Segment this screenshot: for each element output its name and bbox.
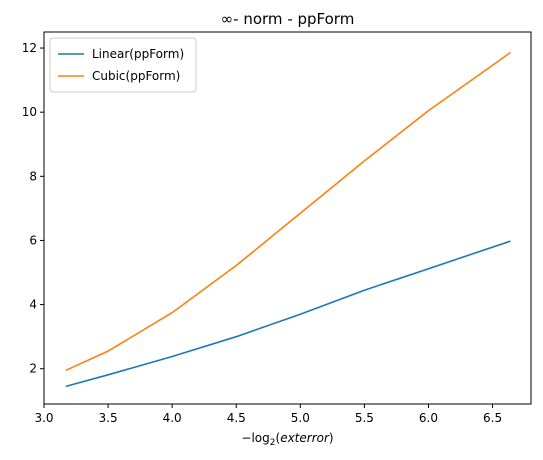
legend-label: Linear(ppForm) [92, 47, 184, 61]
x-tick-label: 6.5 [483, 411, 502, 425]
x-tick-label: 5.0 [291, 411, 310, 425]
y-tick-label: 8 [29, 169, 37, 183]
legend: Linear(ppForm) Cubic(ppForm) [49, 37, 197, 93]
x-axis: 3.0 3.5 4.0 4.5 5.0 5.5 6.0 6.5 [34, 404, 502, 425]
x-axis-label: −log2(exterror) [241, 431, 333, 448]
plot-area [65, 51, 511, 388]
y-tick-label: 10 [22, 105, 37, 119]
x-tick-label: 6.0 [419, 411, 438, 425]
y-tick-label: 6 [29, 233, 37, 247]
y-tick-label: 12 [22, 41, 37, 55]
x-tick-label: 4.0 [163, 411, 182, 425]
y-tick-label: 2 [29, 362, 37, 376]
x-tick-label: 5.5 [355, 411, 374, 425]
x-tick-label: 3.5 [99, 411, 118, 425]
x-tick-label: 4.5 [227, 411, 246, 425]
x-axis-label-subscript: 2 [270, 438, 276, 448]
axes-frame [43, 31, 532, 405]
series-line-1 [65, 240, 511, 388]
legend-label: Cubic(ppForm) [92, 69, 180, 83]
x-axis-label-open-paren: ( [276, 431, 281, 445]
x-axis-label-close-paren: ) [329, 431, 334, 445]
x-tick-label: 3.0 [34, 411, 53, 425]
series-line-2 [65, 51, 511, 372]
x-axis-label-prefix: −log [241, 431, 269, 445]
chart-title: ∞- norm - ppForm [221, 10, 355, 28]
legend-box [49, 37, 197, 93]
y-axis: 2 4 6 8 10 12 [22, 41, 44, 376]
x-axis-label-argument: exterror [280, 431, 330, 445]
y-tick-label: 4 [29, 298, 37, 312]
